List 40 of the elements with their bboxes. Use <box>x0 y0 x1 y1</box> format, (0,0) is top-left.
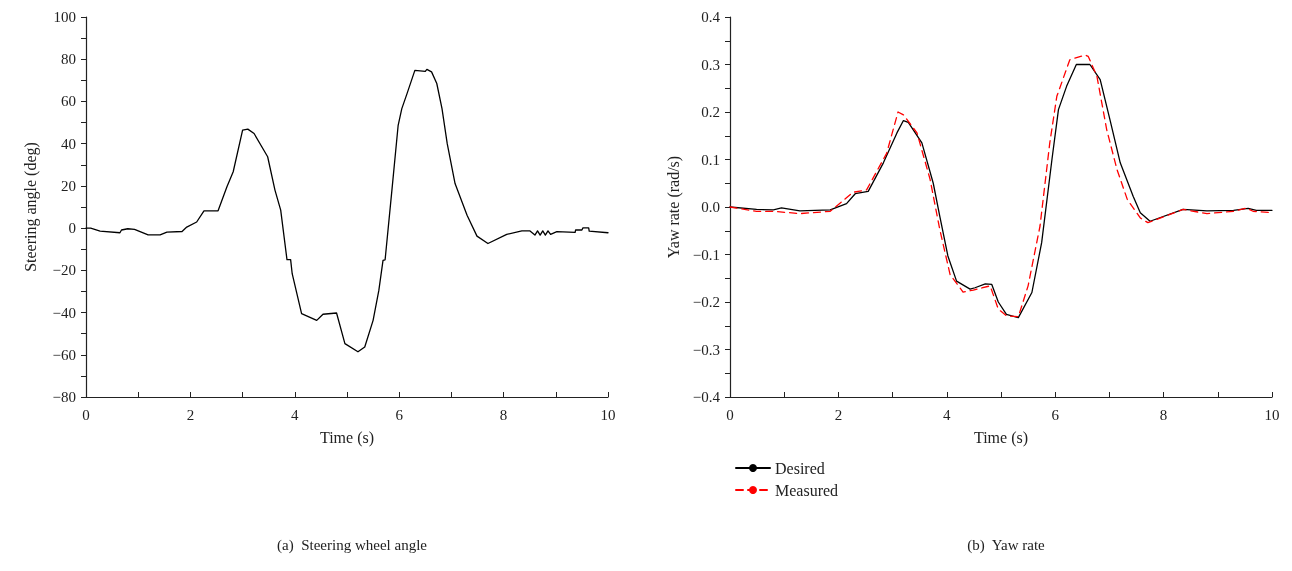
x-tick-label: 4 <box>943 406 952 423</box>
text: (a) Steering wheel angle <box>277 536 428 554</box>
legend-label: Desired <box>775 459 825 477</box>
text: (b) Yaw rate <box>967 536 1046 554</box>
y-tick-label: 80 <box>61 51 76 68</box>
y-tick-label: −40 <box>52 304 76 321</box>
y-tick-label: −60 <box>52 346 76 363</box>
x-tick-label: 10 <box>600 406 616 423</box>
x-tick-label: 2 <box>186 406 195 423</box>
y-tick-label: 0.0 <box>701 199 720 215</box>
x-tick-label: 6 <box>1051 406 1060 423</box>
y-tick-label: 100 <box>53 9 76 25</box>
y-tick-label: −0.1 <box>692 246 720 263</box>
y-tick-label: 0 <box>68 220 76 237</box>
y-axis-title: Steering angle (deg) <box>21 142 40 272</box>
y-tick-label: 40 <box>61 135 76 152</box>
y-tick-label: 0.1 <box>701 151 720 168</box>
y-tick-label: 0.3 <box>701 56 720 73</box>
y-tick-label: −0.4 <box>692 389 721 405</box>
y-axis-title: Yaw rate (rad/s) <box>665 155 684 259</box>
y-tick-label: −80 <box>52 389 76 405</box>
x-tick-label: 0 <box>726 406 734 423</box>
x-axis-title: Time (s) <box>973 428 1029 447</box>
x-tick-label: 0 <box>82 406 90 423</box>
x-tick-label: 6 <box>395 406 404 423</box>
x-tick-label: 4 <box>291 406 300 423</box>
y-tick-label: 60 <box>61 93 76 110</box>
x-tick-label: 2 <box>834 406 843 423</box>
y-tick-label: −0.2 <box>692 294 720 310</box>
x-axis-title: Time (s) <box>319 428 375 447</box>
x-tick-label: 8 <box>499 406 508 423</box>
x-tick-label: 8 <box>1159 406 1168 423</box>
y-tick-label: −0.3 <box>692 341 720 358</box>
y-tick-label: 0.4 <box>701 9 721 25</box>
x-tick-label: 10 <box>1264 406 1280 423</box>
legend-label: Measured <box>775 481 839 499</box>
y-tick-label: 20 <box>61 177 76 194</box>
y-tick-label: 0.2 <box>701 104 720 120</box>
y-tick-label: −20 <box>52 262 76 279</box>
line-series <box>85 68 609 353</box>
